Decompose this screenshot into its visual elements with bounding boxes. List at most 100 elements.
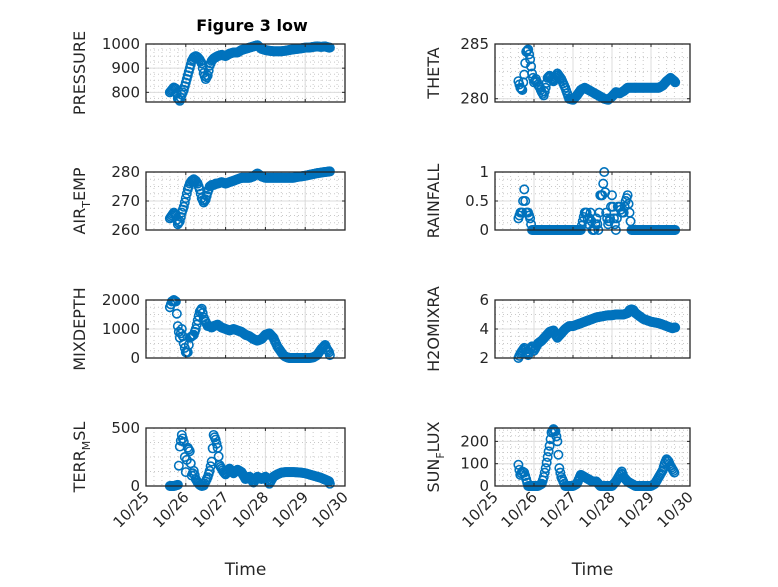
data-point bbox=[668, 75, 679, 86]
data-point bbox=[518, 77, 529, 88]
data-point bbox=[185, 59, 196, 70]
data-point bbox=[171, 480, 182, 491]
data-series bbox=[513, 304, 681, 363]
subplot-air_temp: 260 270 280 AIRTEMP bbox=[70, 163, 346, 239]
x-tick-label: 10/29 bbox=[615, 488, 658, 531]
data-point bbox=[199, 196, 210, 207]
y-tick-label: 100 bbox=[460, 455, 489, 473]
data-point bbox=[187, 468, 198, 479]
x-tick-label: 10/28 bbox=[229, 488, 272, 531]
data-series bbox=[164, 294, 335, 363]
data-point bbox=[169, 295, 180, 306]
y-axis-label: RAINFALL bbox=[424, 164, 443, 239]
data-point bbox=[177, 433, 188, 444]
data-point bbox=[211, 438, 222, 449]
data-point bbox=[195, 56, 206, 67]
data-series bbox=[513, 44, 681, 105]
data-point bbox=[555, 467, 566, 478]
x-tick-label: 10/30 bbox=[654, 488, 697, 531]
data-point bbox=[185, 458, 196, 469]
data-point bbox=[608, 213, 619, 224]
data-point bbox=[171, 308, 182, 319]
data-point bbox=[543, 446, 554, 457]
axes-box bbox=[145, 427, 346, 487]
data-point bbox=[201, 72, 212, 83]
data-point bbox=[524, 49, 535, 60]
subplot-rainfall: 0 0.5 1 RAINFALL bbox=[424, 163, 691, 239]
data-point bbox=[621, 193, 632, 204]
data-point bbox=[541, 457, 552, 468]
data-point bbox=[189, 469, 200, 480]
data-point bbox=[609, 219, 620, 230]
data-point bbox=[592, 219, 603, 230]
data-point bbox=[521, 46, 532, 57]
data-point bbox=[323, 475, 334, 486]
x-tick-label: 10/27 bbox=[189, 488, 232, 531]
data-point bbox=[201, 190, 212, 201]
y-tick-label: 800 bbox=[111, 83, 140, 101]
data-point bbox=[523, 44, 534, 55]
data-point bbox=[520, 196, 531, 207]
y-axis-label: TERRMSL bbox=[70, 422, 93, 494]
data-point bbox=[323, 42, 334, 53]
x-axis-label: Time bbox=[224, 560, 267, 580]
y-tick-label: 260 bbox=[111, 221, 140, 239]
y-tick-label: 2 bbox=[479, 349, 489, 367]
data-point bbox=[551, 431, 562, 442]
y-tick-label: 285 bbox=[460, 35, 489, 53]
data-point bbox=[169, 83, 180, 94]
y-tick-label: 280 bbox=[460, 90, 489, 108]
data-series bbox=[164, 40, 335, 106]
data-point bbox=[594, 207, 605, 218]
data-point bbox=[197, 308, 208, 319]
subplot-pressure: 800 900 1000 PRESSURE bbox=[70, 31, 346, 115]
data-point bbox=[537, 88, 548, 99]
data-point bbox=[173, 460, 184, 471]
y-tick-label: 200 bbox=[460, 432, 489, 450]
y-tick-label: 1000 bbox=[102, 35, 140, 53]
data-point bbox=[206, 456, 217, 467]
y-axis-label: PRESSURE bbox=[70, 31, 89, 115]
data-point bbox=[520, 470, 531, 481]
data-point bbox=[209, 432, 220, 443]
data-point bbox=[176, 323, 187, 334]
data-series bbox=[164, 429, 335, 491]
data-point bbox=[195, 188, 206, 199]
y-tick-label: 1 bbox=[479, 163, 489, 181]
data-point bbox=[205, 461, 216, 472]
x-tick-label: 10/30 bbox=[309, 488, 352, 531]
data-point bbox=[600, 187, 611, 198]
x-axis-label: Time bbox=[571, 560, 614, 580]
y-axis-label: H2OMIXRA bbox=[424, 286, 443, 372]
axes-box bbox=[145, 43, 346, 103]
data-point bbox=[173, 217, 184, 228]
data-point bbox=[516, 83, 527, 94]
subplot-h2omixra: 2 4 6 H2OMIXRA bbox=[424, 286, 691, 372]
axes-box bbox=[494, 427, 691, 487]
y-tick-label: 280 bbox=[111, 163, 140, 181]
data-point bbox=[617, 207, 628, 218]
data-point bbox=[526, 61, 537, 72]
data-point bbox=[213, 451, 224, 462]
y-tick-label: 270 bbox=[111, 192, 140, 210]
data-point bbox=[554, 463, 565, 474]
y-axis-label: AIRTEMP bbox=[70, 167, 93, 234]
y-tick-label: 900 bbox=[111, 59, 140, 77]
y-tick-label: 0 bbox=[130, 477, 140, 495]
data-point bbox=[656, 467, 667, 478]
data-series bbox=[164, 166, 335, 230]
x-tick-label: 10/26 bbox=[149, 488, 192, 531]
data-point bbox=[183, 444, 194, 455]
data-point bbox=[611, 213, 622, 224]
y-tick-label: 500 bbox=[111, 419, 140, 437]
data-point bbox=[169, 209, 180, 220]
subplot-sun_flux: 010020010/2510/2610/2710/2810/2910/30Tim… bbox=[424, 421, 697, 580]
data-point bbox=[175, 435, 186, 446]
subplot-terr_msl: 050010/2510/2610/2710/2810/2910/30TimeTE… bbox=[70, 419, 352, 580]
data-point bbox=[542, 451, 553, 462]
data-point bbox=[549, 425, 560, 436]
figure-title: Figure 3 low bbox=[196, 16, 308, 35]
data-point bbox=[553, 449, 564, 460]
